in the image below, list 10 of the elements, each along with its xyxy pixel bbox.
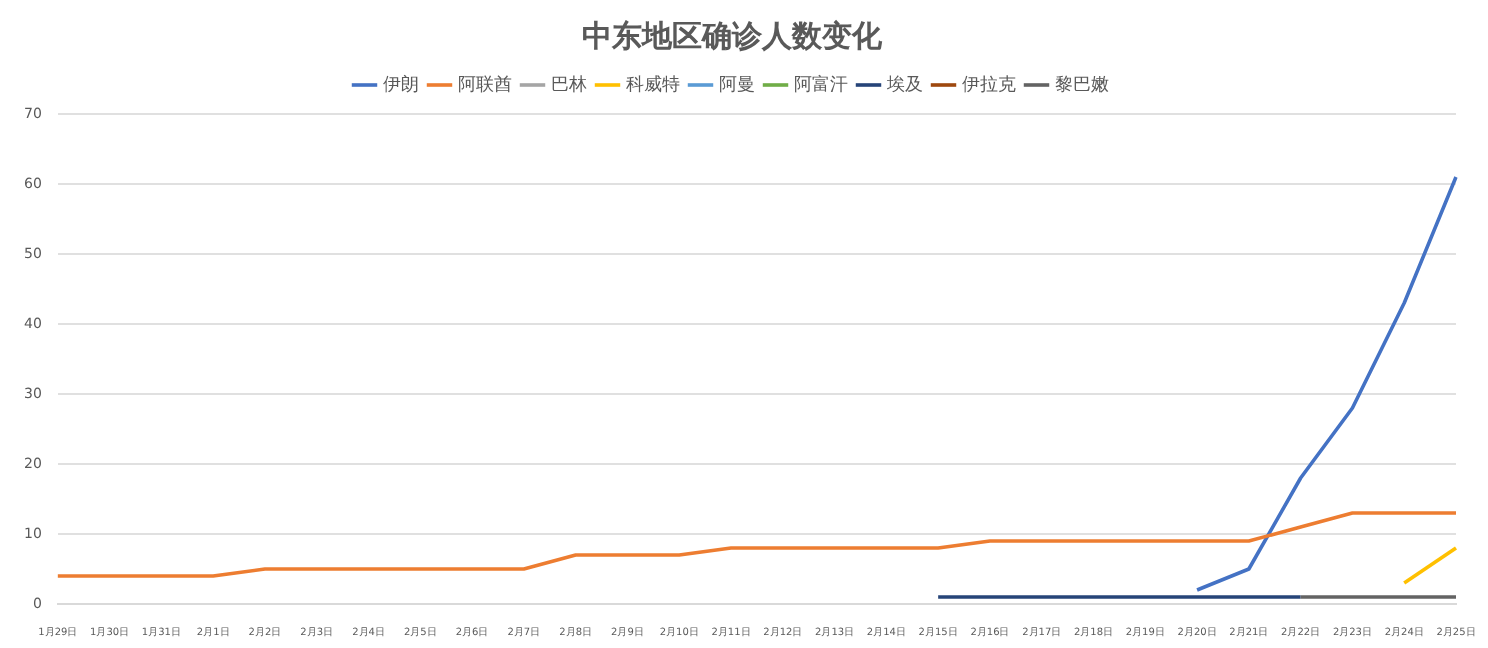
legend-label: 阿曼 (718, 73, 755, 96)
chart-title: 中东地区确诊人数变化 (582, 17, 884, 54)
legend-label: 伊拉克 (961, 73, 1016, 96)
legend-label: 伊朗 (382, 73, 419, 96)
legend-label: 阿富汗 (793, 73, 848, 96)
legend-label: 科威特 (625, 73, 680, 96)
legend-label: 巴林 (550, 73, 587, 96)
legend-label: 阿联酋 (457, 73, 512, 96)
legend-label: 埃及 (884, 73, 923, 96)
legend-label: 黎巴嫩 (1054, 73, 1109, 96)
